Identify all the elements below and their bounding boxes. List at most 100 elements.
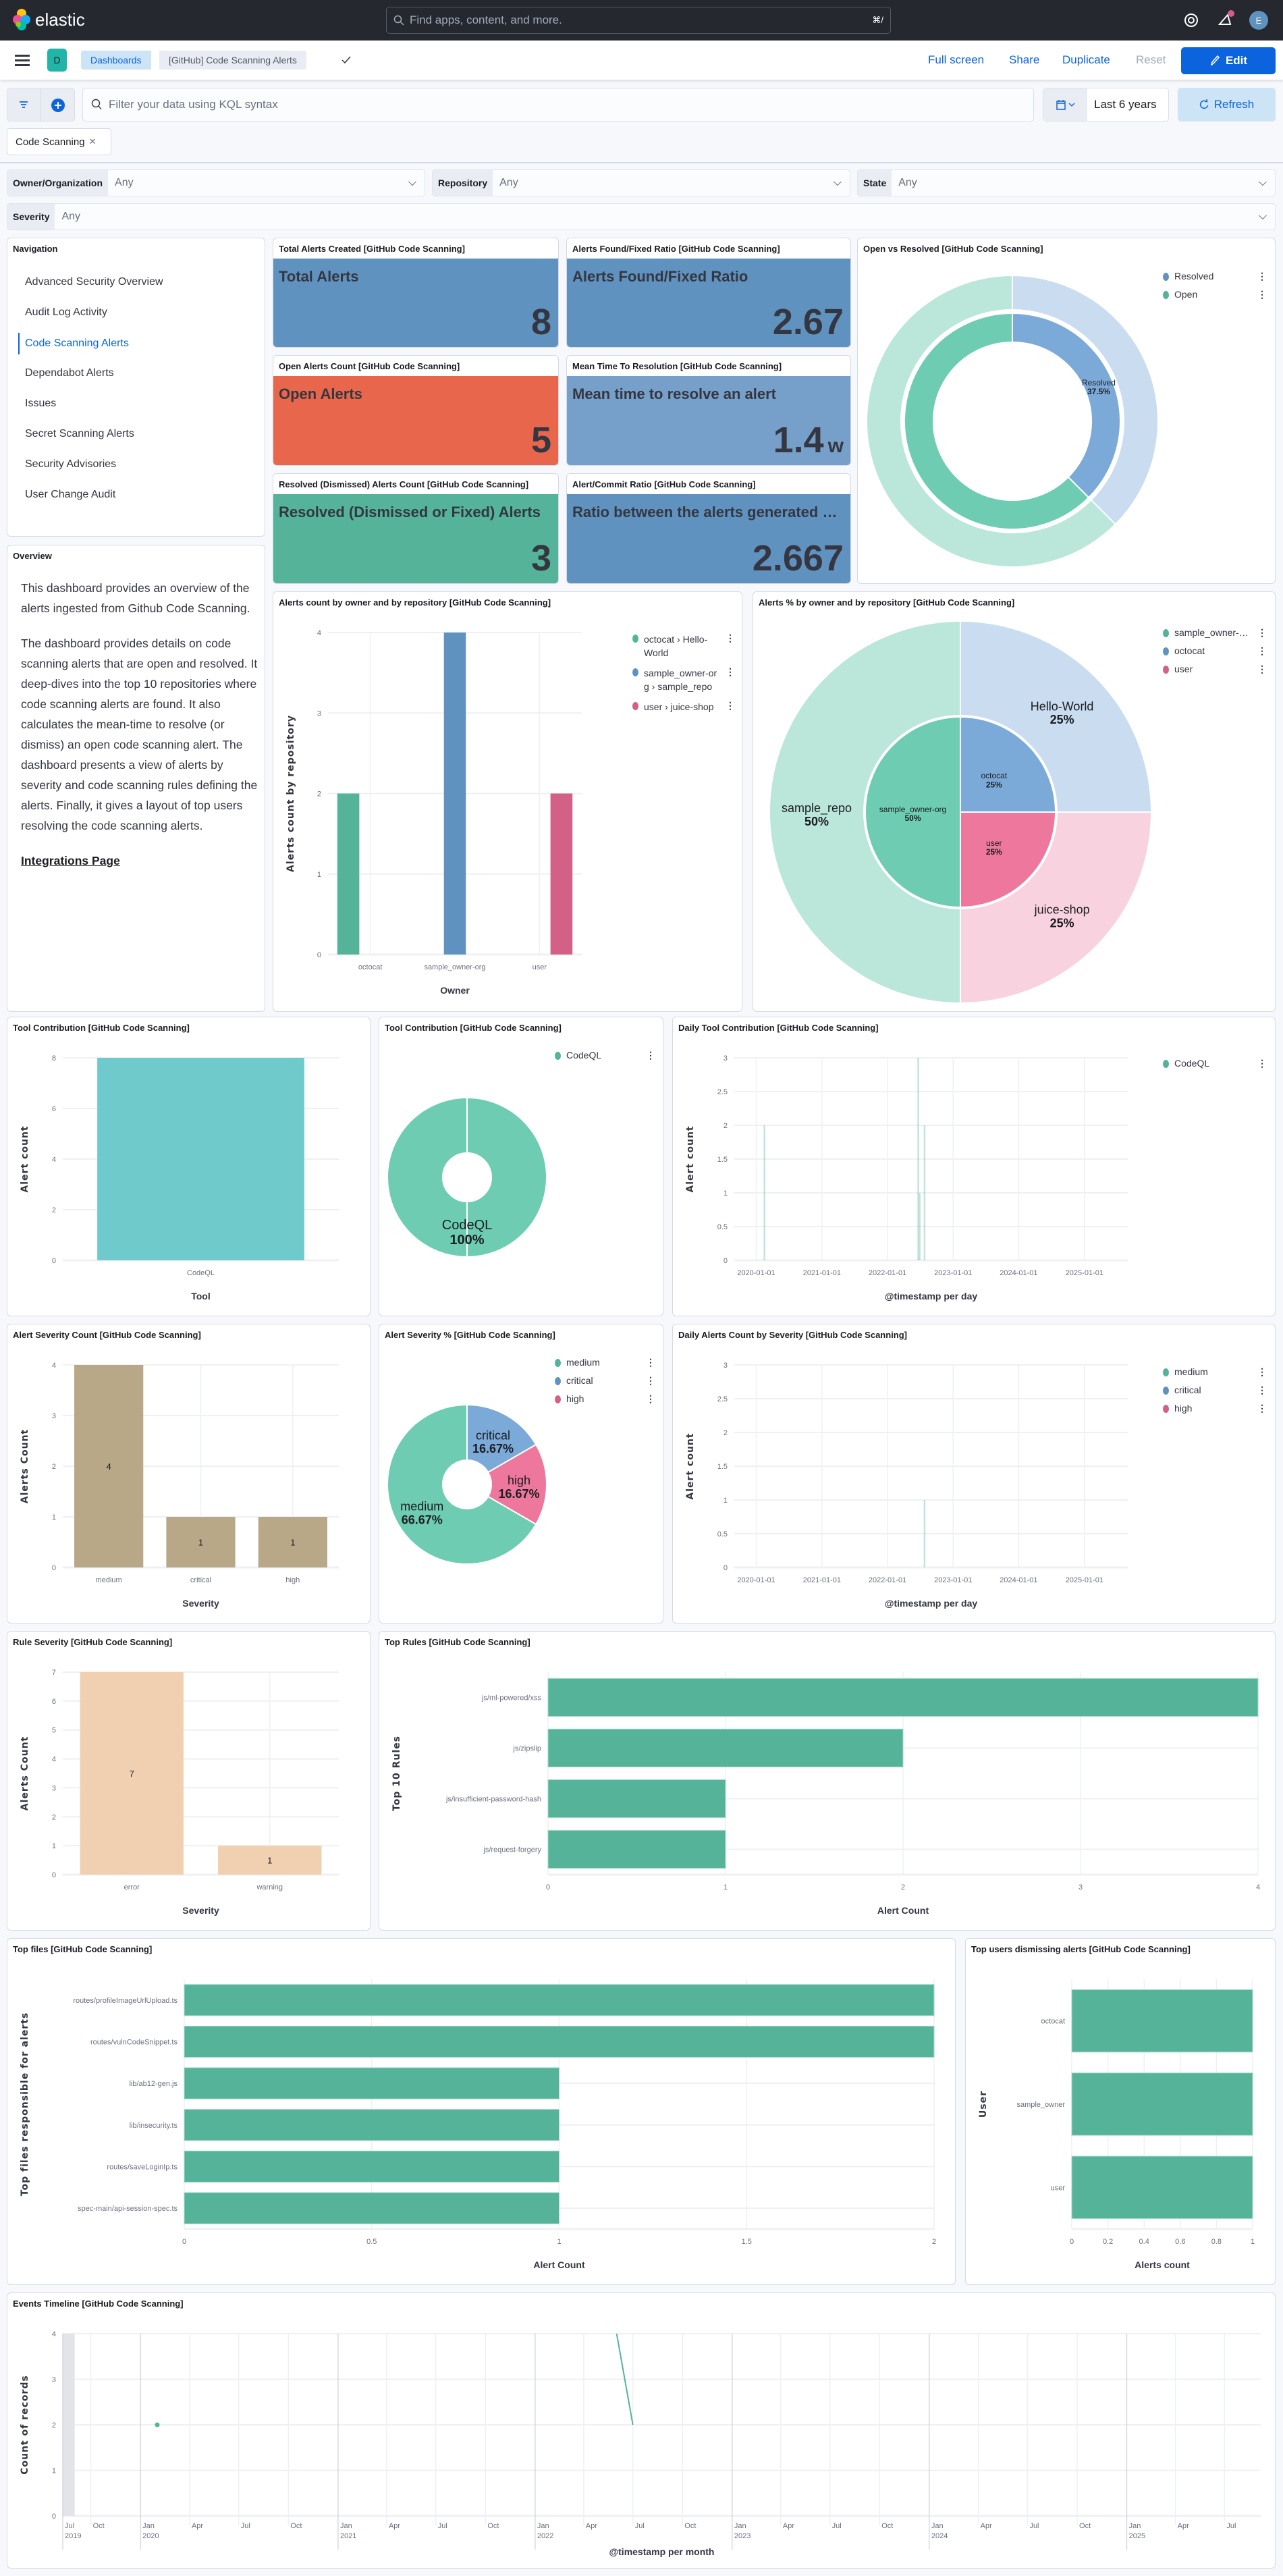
legend-item[interactable]: octocat ⋮: [1163, 645, 1267, 657]
control-label: Repository: [433, 170, 493, 196]
x-tick-label: 0.6: [1175, 2238, 1185, 2246]
nav-link-advanced-security-overview[interactable]: Advanced Security Overview: [25, 276, 163, 288]
slice-percent: 25%: [1050, 916, 1074, 930]
filter-pill[interactable]: Code Scanning ✕: [7, 128, 111, 155]
y-axis-title: Alerts Count: [20, 1429, 30, 1503]
more-actions-icon[interactable]: ⋮: [1257, 271, 1267, 281]
kql-query-input[interactable]: Filter your data using KQL syntax: [82, 88, 1034, 122]
more-actions-icon[interactable]: ⋮: [1257, 664, 1267, 674]
nav-link-dependabot-alerts[interactable]: Dependabot Alerts: [25, 367, 114, 379]
duplicate-button[interactable]: Duplicate: [1062, 53, 1110, 66]
close-icon[interactable]: ✕: [88, 136, 97, 146]
metric-tile: Open Alerts 5: [273, 376, 558, 465]
panel-title: Open Alerts Count [GitHub Code Scanning]: [279, 361, 460, 371]
tool-contribution-bar-chart: 0 2 4 6 8 CodeQL Tool Alert count: [20, 1054, 339, 1302]
legend-item[interactable]: high ⋮: [1163, 1403, 1267, 1414]
legend-item[interactable]: medium ⋮: [555, 1357, 655, 1368]
breadcrumb-dashboards[interactable]: Dashboards: [81, 51, 151, 70]
elastic-logo[interactable]: elastic: [12, 8, 85, 31]
more-actions-icon[interactable]: ⋮: [1257, 289, 1267, 300]
y-tick-label: 1: [52, 1513, 56, 1522]
nav-link-code-scanning-alerts[interactable]: Code Scanning Alerts: [18, 333, 129, 354]
bar: [184, 2150, 559, 2183]
x-tick-label: Oct: [290, 2522, 302, 2530]
legend-dot: [555, 1395, 561, 1403]
legend-item[interactable]: sample_owner-org ⋮: [1163, 627, 1267, 639]
pie-slice: [387, 1096, 547, 1258]
legend-item[interactable]: critical ⋮: [1163, 1385, 1267, 1396]
legend-item[interactable]: CodeQL ⋮: [1163, 1058, 1267, 1069]
y-tick-label: 2: [52, 1206, 56, 1214]
refresh-button[interactable]: Refresh: [1178, 88, 1276, 122]
divider: [0, 162, 1283, 163]
bar: [547, 1678, 1259, 1717]
control-owner-organization[interactable]: Owner/Organization Any ⌵: [7, 169, 425, 196]
more-actions-icon[interactable]: ⋮: [1257, 1366, 1267, 1377]
more-actions-icon[interactable]: ⋮: [726, 700, 735, 711]
space-badge[interactable]: D: [47, 49, 67, 72]
bar: [1071, 2072, 1253, 2136]
legend-item[interactable]: octocat › Hello-World ⋮: [632, 633, 735, 660]
nav-link-security-advisories[interactable]: Security Advisories: [25, 458, 117, 470]
news-feed-icon[interactable]: [1217, 9, 1236, 30]
y-tick-label: js/zipslip: [512, 1745, 541, 1753]
more-actions-icon[interactable]: ⋮: [1257, 645, 1267, 656]
bar: [258, 1517, 327, 1567]
open-vs-resolved-chart: Resolved 37.5%: [866, 274, 1159, 568]
help-icon[interactable]: [1183, 12, 1199, 28]
nav-link-audit-log-activity[interactable]: Audit Log Activity: [25, 306, 107, 318]
metric-panel-open-alerts: Open Alerts Count [GitHub Code Scanning]…: [273, 355, 559, 466]
more-actions-icon[interactable]: ⋮: [1257, 627, 1267, 638]
slice-name: octocat: [981, 771, 1007, 780]
more-actions-icon[interactable]: ⋮: [646, 1357, 655, 1368]
nav-link-secret-scanning-alerts[interactable]: Secret Scanning Alerts: [25, 428, 134, 439]
legend-item[interactable]: Resolved ⋮: [1163, 271, 1267, 282]
legend-item[interactable]: user › juice-shop ⋮: [632, 700, 735, 714]
more-actions-icon[interactable]: ⋮: [646, 1393, 655, 1404]
more-actions-icon[interactable]: ⋮: [726, 666, 735, 677]
reset-button[interactable]: Reset: [1136, 53, 1166, 66]
legend-label: Open: [1174, 289, 1198, 300]
more-actions-icon[interactable]: ⋮: [726, 633, 735, 643]
calendar-icon: [1056, 100, 1066, 110]
more-actions-icon[interactable]: ⋮: [1257, 1403, 1267, 1414]
legend-item[interactable]: sample_owner-org › sample_repo ⋮: [632, 666, 735, 693]
legend-item[interactable]: Open ⋮: [1163, 289, 1267, 300]
x-tick-label: 2023-01-01: [934, 1269, 972, 1277]
legend-item[interactable]: user ⋮: [1163, 664, 1267, 675]
full-screen-button[interactable]: Full screen: [928, 53, 985, 66]
user-avatar[interactable]: E: [1249, 11, 1268, 30]
chevron-down-icon: ⌵: [408, 177, 416, 188]
more-actions-icon[interactable]: ⋮: [646, 1375, 655, 1386]
pie-slice: [904, 312, 1090, 530]
filter-menu-icon[interactable]: [19, 100, 28, 109]
x-tick-label: high: [285, 1576, 300, 1584]
y-tick-label: 2: [52, 1463, 56, 1471]
more-actions-icon[interactable]: ⋮: [1257, 1385, 1267, 1395]
date-picker[interactable]: Last 6 years: [1043, 88, 1169, 122]
legend-item[interactable]: high ⋮: [555, 1393, 655, 1405]
quick-menu-button[interactable]: [1043, 88, 1087, 121]
panel-title: Top users dismissing alerts [GitHub Code…: [971, 1944, 1191, 1954]
metric-unit: w: [827, 435, 844, 457]
metric-value: 5: [530, 420, 551, 460]
nav-link-issues[interactable]: Issues: [25, 398, 57, 409]
x-tick-label: 2025-01-01: [1066, 1576, 1103, 1584]
control-state[interactable]: State Any ⌵: [857, 169, 1276, 196]
add-filter-icon[interactable]: [51, 98, 65, 113]
more-actions-icon[interactable]: ⋮: [1257, 1058, 1267, 1069]
control-severity[interactable]: Severity Any ⌵: [7, 203, 1276, 230]
edit-button[interactable]: Edit: [1181, 47, 1276, 74]
menu-icon[interactable]: [15, 54, 30, 66]
legend-item[interactable]: CodeQL ⋮: [555, 1050, 655, 1061]
filter-pill-label: Code Scanning: [16, 136, 85, 148]
global-search-input[interactable]: Find apps, content, and more. ⌘/: [386, 7, 891, 34]
control-repository[interactable]: Repository Any ⌵: [432, 169, 850, 196]
integrations-page-link[interactable]: Integrations Page: [21, 854, 120, 867]
legend-item[interactable]: critical ⋮: [555, 1375, 655, 1387]
legend-item[interactable]: medium ⋮: [1163, 1366, 1267, 1378]
share-button[interactable]: Share: [1009, 53, 1040, 66]
nav-link-user-change-audit[interactable]: User Change Audit: [25, 489, 116, 500]
x-tick-label: Oct: [1079, 2522, 1091, 2530]
more-actions-icon[interactable]: ⋮: [646, 1050, 655, 1061]
